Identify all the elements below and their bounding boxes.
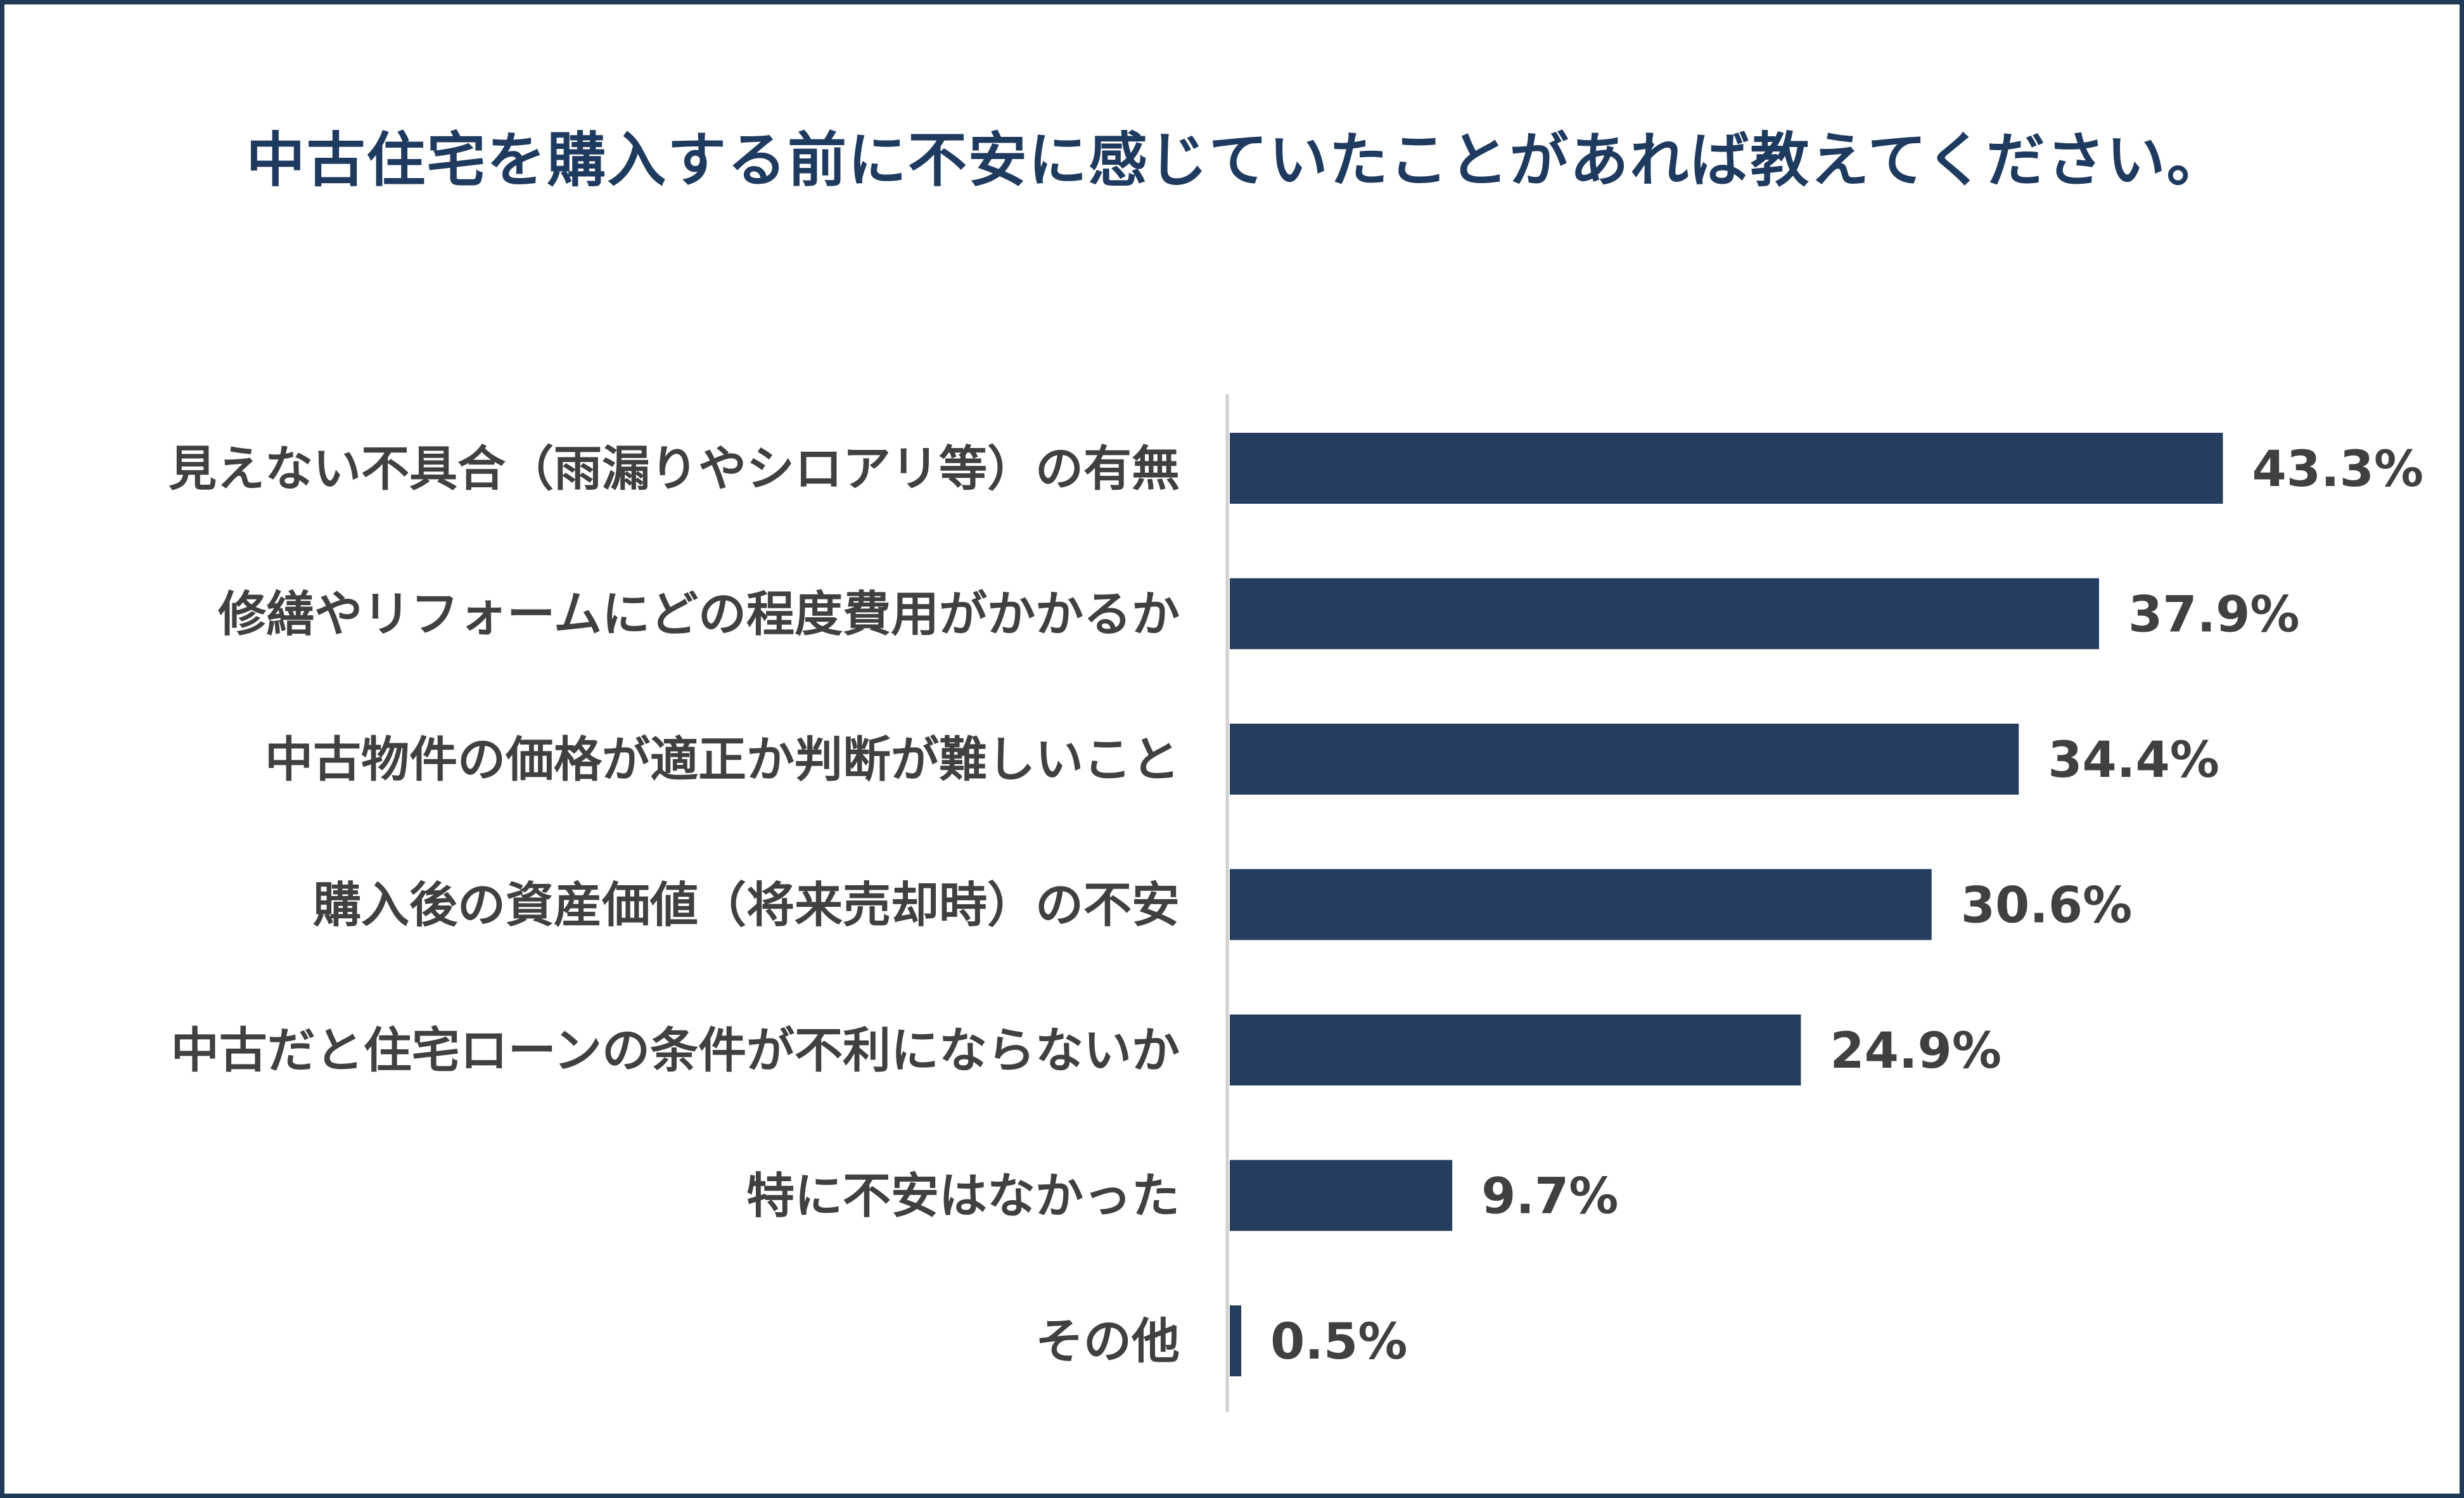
bar-6 [1230, 1305, 1242, 1376]
bar-5 [1230, 1160, 1453, 1231]
value-label-0: 43.3% [2252, 441, 2423, 498]
bar-0 [1230, 433, 2223, 504]
category-label-1: 修繕やリフォームにどの程度費用がかかるか [218, 586, 1180, 643]
category-label-2: 中古物件の価格が適正か判断が難しいこと [265, 731, 1180, 788]
value-label-3: 30.6% [1961, 878, 2133, 935]
category-label-5: 特に不安はなかった [746, 1168, 1180, 1224]
category-label-3: 購入後の資産価値（将来売却時）の不安 [313, 877, 1180, 933]
bar-2 [1230, 724, 2019, 795]
value-label-5: 9.7% [1481, 1168, 1618, 1226]
bar-4 [1230, 1015, 1801, 1085]
category-label-0: 見えない不具合（雨漏りやシロアリ等）の有無 [169, 440, 1180, 497]
category-label-6: その他 [1035, 1313, 1180, 1369]
value-label-2: 34.4% [2048, 732, 2219, 789]
bar-3 [1230, 869, 1932, 940]
value-label-1: 37.9% [2128, 587, 2300, 644]
value-label-6: 0.5% [1270, 1314, 1407, 1371]
bar-1 [1230, 578, 2099, 650]
value-label-4: 24.9% [1830, 1023, 2001, 1080]
category-label-4: 中古だと住宅ローンの条件が不利にならないか [171, 1022, 1180, 1079]
chart-title: 中古住宅を購入する前に不安に感じていたことがあれば教えてください。 [246, 126, 2227, 195]
